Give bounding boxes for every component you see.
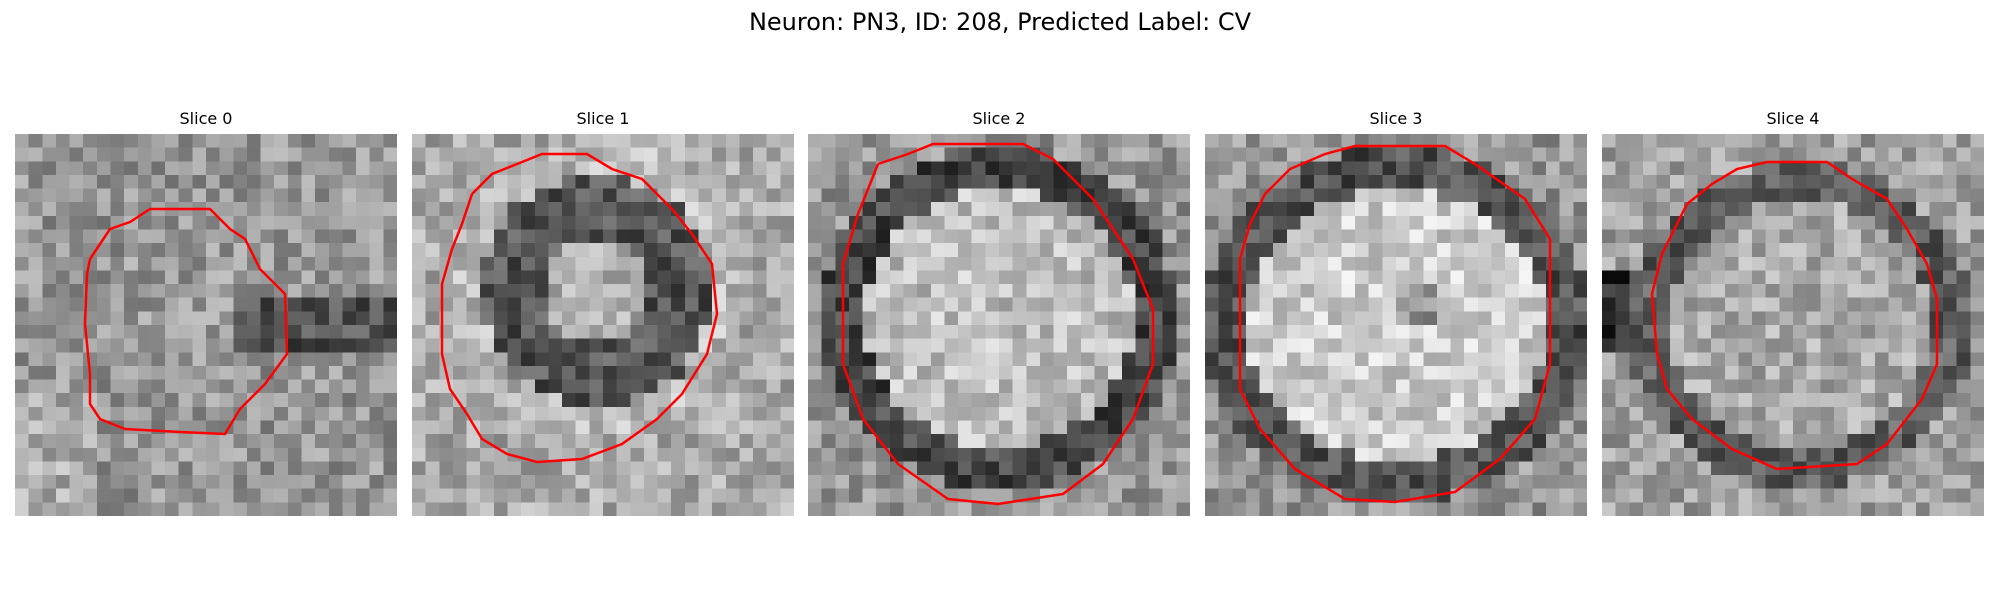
slice-contour-1 [440,152,719,464]
slice-contour-svg-4 [1650,160,1939,471]
slice-panel-2: Slice 2 [808,106,1190,516]
slice-contour-svg-2 [841,142,1155,506]
slice-title-4: Slice 4 [1766,109,1820,128]
slice-title-0: Slice 0 [179,109,233,128]
slice-title-1: Slice 1 [576,109,630,128]
slice-panel-0: Slice 0 [15,106,397,516]
slice-contour-0 [83,207,289,436]
figure-title: Neuron: PN3, ID: 208, Predicted Label: C… [748,8,1252,36]
slice-panel-3: Slice 3 [1205,106,1587,516]
slice-contour-svg-0 [83,207,289,436]
slice-title-3: Slice 3 [1369,109,1423,128]
slice-contour-svg-3 [1238,144,1552,504]
slice-contour-2 [841,142,1155,506]
slice-panel-1: Slice 1 [412,106,794,516]
slice-contour-svg-1 [440,152,719,464]
slice-image-0 [15,134,397,516]
slice-image-4 [1602,134,1984,516]
slice-panel-4: Slice 4 [1602,106,1984,516]
slice-title-2: Slice 2 [972,109,1026,128]
slice-contour-3 [1238,144,1552,504]
slice-contour-4 [1650,160,1939,471]
slice-image-2 [808,134,1190,516]
